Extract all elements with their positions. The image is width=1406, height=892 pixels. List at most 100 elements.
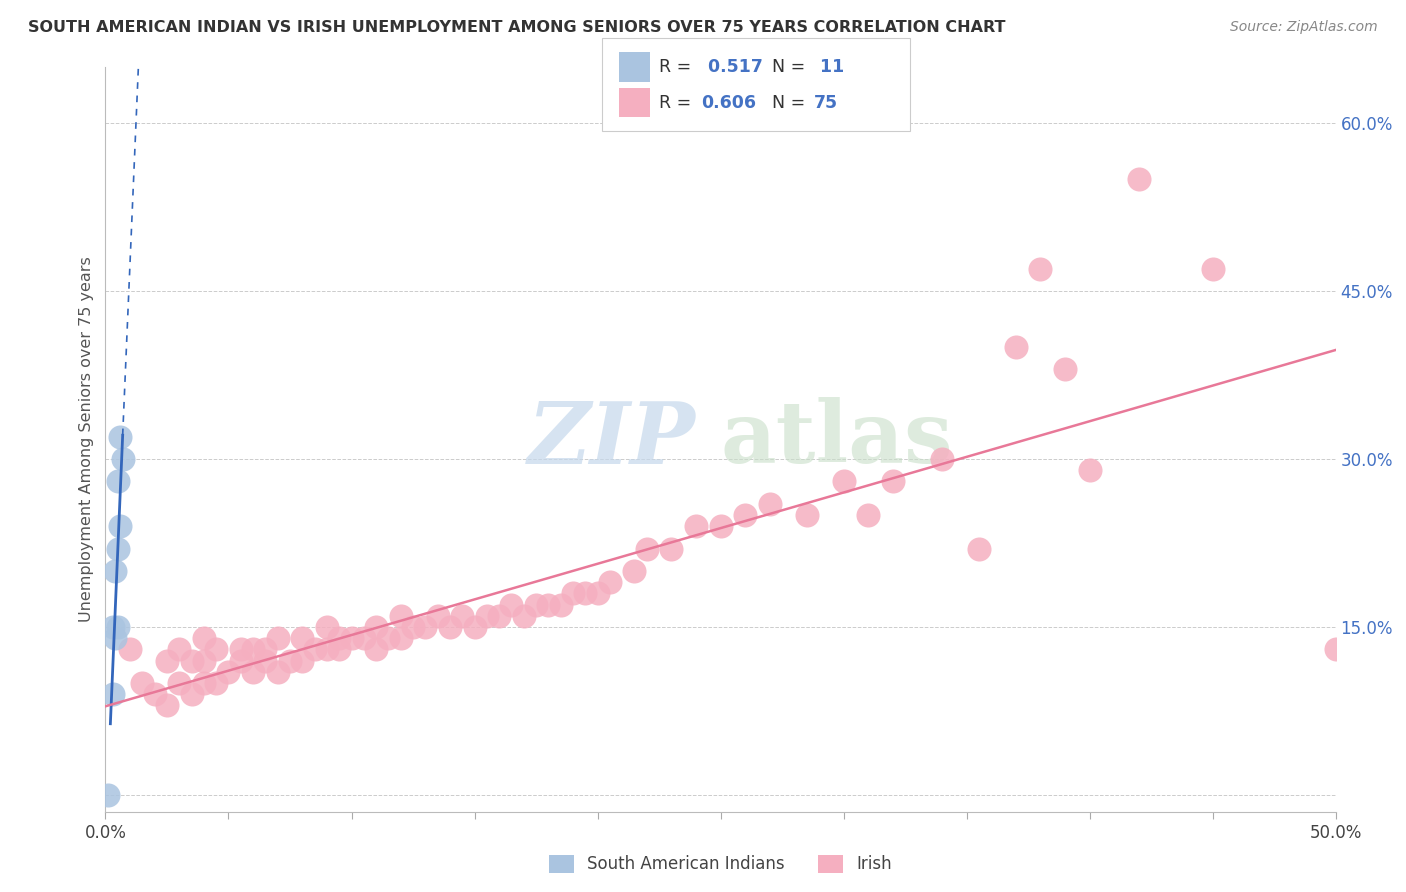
Point [304,642,326,657]
Text: SOUTH AMERICAN INDIAN VS IRISH UNEMPLOYMENT AMONG SENIORS OVER 75 YEARS CORRELAT: SOUTH AMERICAN INDIAN VS IRISH UNEMPLOYM… [28,20,1005,35]
Point [205,676,228,690]
Point [315,642,337,657]
Y-axis label: Unemployment Among Seniors over 75 years: Unemployment Among Seniors over 75 years [79,256,94,623]
Point [107,620,129,634]
Text: N =: N = [761,94,810,112]
Point [501,598,523,612]
Point [858,508,880,522]
Point [107,475,129,489]
Point [1004,340,1026,354]
Point [796,508,818,522]
Point [110,429,132,443]
Point [180,687,202,701]
Point [685,519,707,533]
Point [1324,642,1347,657]
Point [882,475,904,489]
Point [353,631,375,645]
Point [586,586,609,600]
Point [967,541,990,556]
Point [1054,362,1077,376]
Point [156,698,179,713]
Point [513,608,536,623]
Point [931,451,953,466]
Point [169,676,191,690]
Text: 0.517: 0.517 [702,58,762,76]
Point [328,642,350,657]
Point [291,631,314,645]
Point [131,676,153,690]
Point [550,598,572,612]
Point [389,608,412,623]
Text: 0.606: 0.606 [702,94,756,112]
Point [599,575,621,590]
Point [254,653,277,667]
Point [193,676,215,690]
Point [267,665,290,679]
Point [110,519,132,533]
Point [475,608,498,623]
Point [104,564,127,578]
Point [101,687,124,701]
Point [205,642,228,657]
Text: R =: R = [659,58,697,76]
Point [1128,172,1150,186]
Point [193,653,215,667]
Point [661,541,683,556]
Point [524,598,547,612]
Text: Source: ZipAtlas.com: Source: ZipAtlas.com [1230,20,1378,34]
Text: ZIP: ZIP [529,398,696,481]
Point [267,631,290,645]
Point [242,642,264,657]
Text: atlas: atlas [721,397,953,482]
Text: 75: 75 [814,94,838,112]
Point [169,642,191,657]
Point [1078,463,1101,477]
Point [389,631,412,645]
Point [366,620,388,634]
Point [291,653,314,667]
Point [218,665,240,679]
Point [254,642,277,657]
Point [464,620,486,634]
Point [104,631,127,645]
Point [636,541,658,556]
Point [710,519,733,533]
Point [97,788,120,802]
Point [426,608,449,623]
Point [180,653,202,667]
Point [111,451,134,466]
Point [101,620,124,634]
Point [562,586,585,600]
Point [537,598,560,612]
Text: 11: 11 [814,58,845,76]
Point [120,642,141,657]
Point [1029,261,1052,276]
Point [623,564,645,578]
Point [328,631,350,645]
Point [193,631,215,645]
Point [1202,261,1225,276]
Point [439,620,461,634]
Text: R =: R = [659,94,697,112]
Point [832,475,855,489]
Point [156,653,179,667]
Point [143,687,166,701]
Point [229,653,252,667]
Point [278,653,301,667]
Point [402,620,425,634]
Point [242,665,264,679]
Point [488,608,510,623]
Legend: South American Indians, Irish: South American Indians, Irish [541,847,900,881]
Point [759,497,782,511]
Point [340,631,363,645]
Text: N =: N = [761,58,810,76]
Point [107,541,129,556]
Point [229,642,252,657]
Point [315,620,337,634]
Point [366,642,388,657]
Point [734,508,756,522]
Point [377,631,399,645]
Point [413,620,436,634]
Point [451,608,474,623]
Point [574,586,596,600]
